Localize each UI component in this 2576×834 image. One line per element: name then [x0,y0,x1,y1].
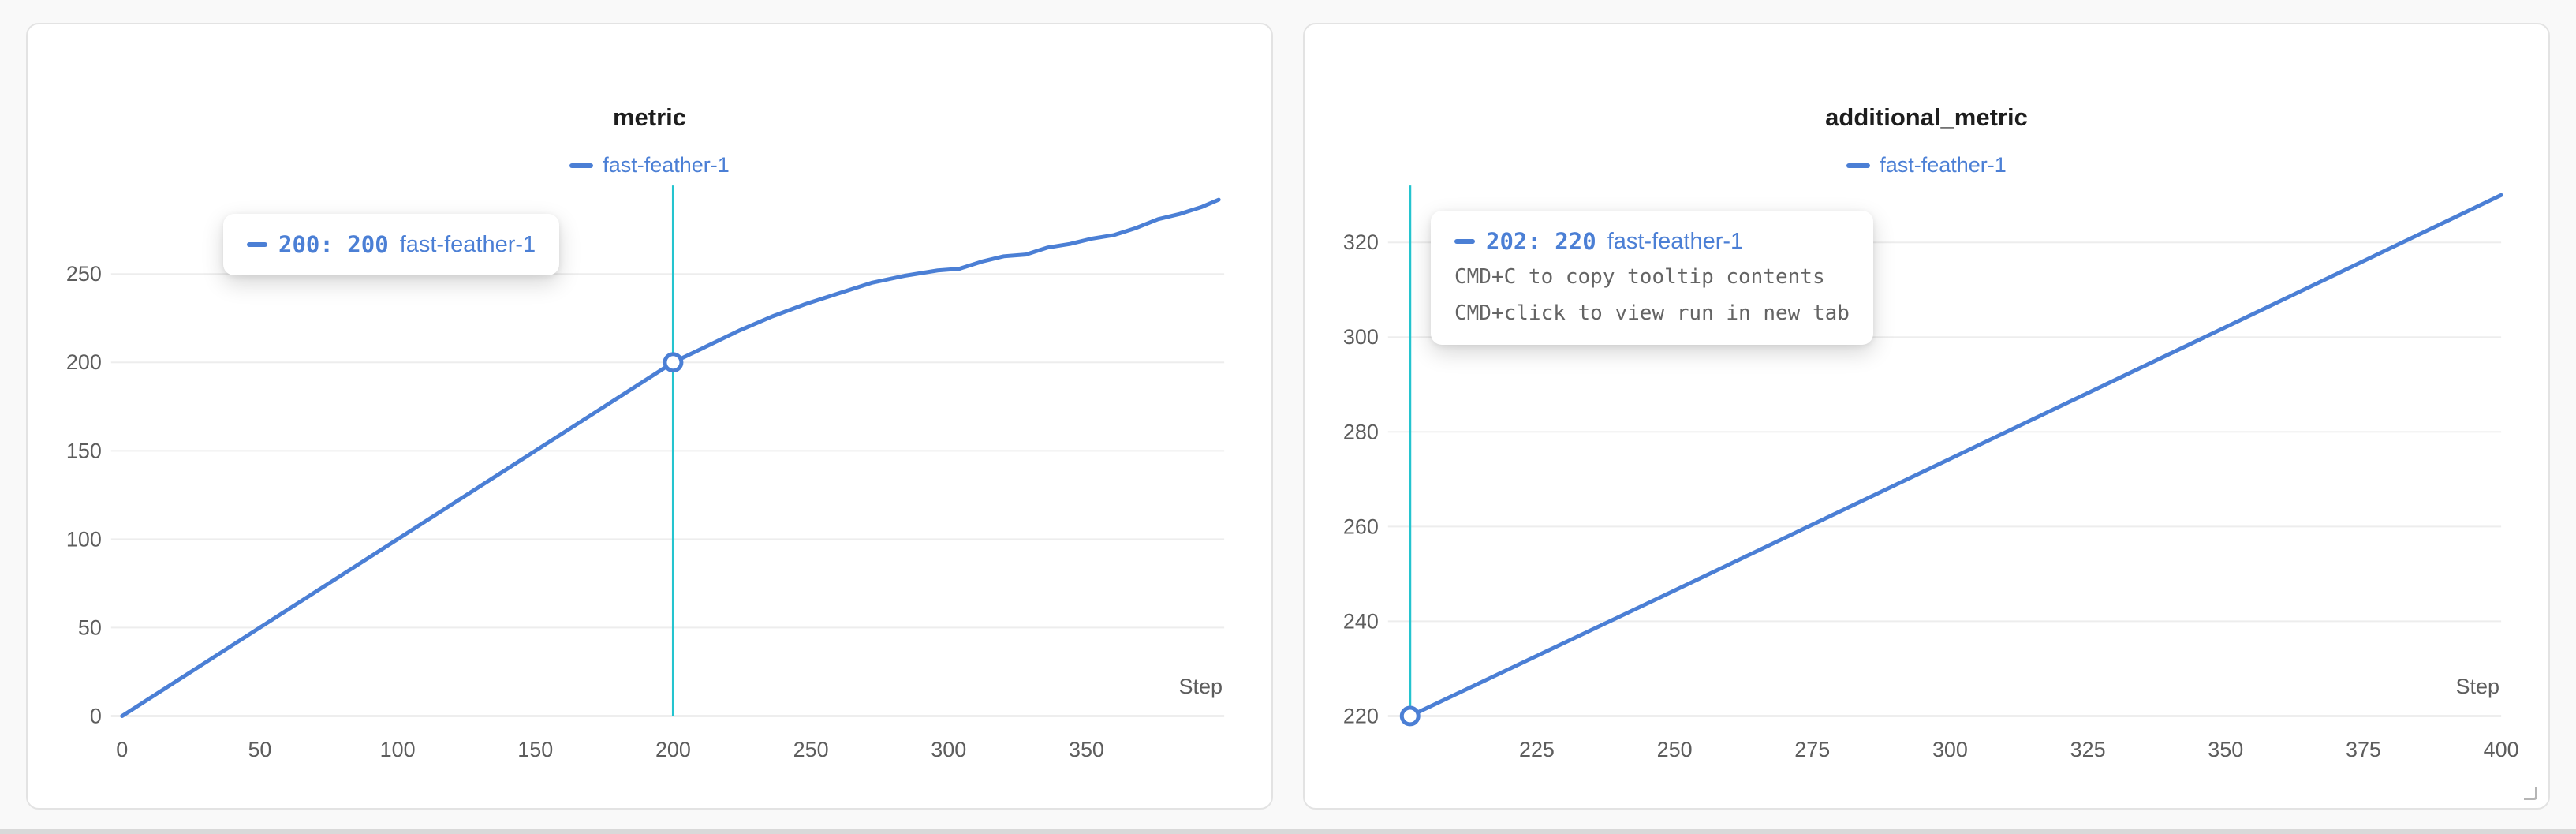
panel-legend: fast-feather-1 [1305,153,2548,178]
x-axis-label: Step [2455,675,2499,698]
svg-text:0: 0 [90,704,102,727]
x-axis-label: Step [1178,675,1223,698]
tooltip-step-value: 200: 200 [278,231,389,258]
chart-plot-area[interactable]: 0 50 100 150 200 250 0 50 100 150 200 250 300 350 [28,24,1271,808]
panel-title: metric [612,103,687,131]
svg-text:250: 250 [793,738,829,761]
svg-text:150: 150 [66,439,102,462]
svg-text:375: 375 [2346,738,2381,761]
svg-text:200: 200 [655,738,691,761]
chart-tooltip: 202: 220 fast-feather-1 CMD+C to copy to… [1431,211,1873,345]
svg-text:0: 0 [116,738,128,761]
svg-text:150: 150 [517,738,553,761]
chart-plot-area[interactable]: 220 240 260 280 300 320 225 250 275 300 325 350 375 4… [1305,24,2548,808]
page-bottom-edge [0,829,2576,834]
svg-text:220: 220 [1343,704,1379,727]
svg-text:300: 300 [931,738,966,761]
tooltip-step-value: 202: 220 [1486,228,1596,255]
chart-tooltip: 200: 200 fast-feather-1 [223,214,560,275]
svg-text:325: 325 [2070,738,2106,761]
svg-text:320: 320 [1343,230,1379,254]
panels-row: metric fast-feather-1 0 50 100 150 200 250 0 50… [26,23,2550,810]
tooltip-run-name: fast-feather-1 [1607,228,1744,254]
svg-text:100: 100 [380,738,416,761]
panel-legend: fast-feather-1 [28,153,1271,178]
panel-additional-metric[interactable]: additional_metric fast-feather-1 220 240 2… [1303,23,2550,810]
panel-metric[interactable]: metric fast-feather-1 0 50 100 150 200 250 0 50… [26,23,1273,810]
panel-title: additional_metric [1825,103,2028,131]
svg-text:50: 50 [248,738,271,761]
svg-text:350: 350 [2208,738,2243,761]
legend-line-icon [569,163,594,168]
tooltip-copy-hint: CMD+C to copy tooltip contents [1454,265,1825,289]
svg-text:260: 260 [1343,514,1379,538]
svg-text:300: 300 [1932,738,1968,761]
svg-text:100: 100 [66,527,102,551]
svg-text:250: 250 [66,262,102,286]
svg-text:200: 200 [66,350,102,374]
svg-text:250: 250 [1657,738,1693,761]
legend-run-label[interactable]: fast-feather-1 [603,153,730,177]
run-color-dash-icon [247,242,267,247]
run-color-dash-icon [1454,239,1475,244]
svg-text:240: 240 [1343,609,1379,633]
svg-text:275: 275 [1794,738,1830,761]
tooltip-open-hint: CMD+click to view run in new tab [1454,301,1850,325]
svg-text:300: 300 [1343,325,1379,349]
legend-line-icon [1846,163,1871,168]
tooltip-run-row: 200: 200 fast-feather-1 [247,231,536,258]
legend-run-label[interactable]: fast-feather-1 [1880,153,2007,177]
svg-text:350: 350 [1069,738,1104,761]
tooltip-run-row: 202: 220 fast-feather-1 [1454,228,1850,255]
svg-text:400: 400 [2484,738,2519,761]
tooltip-run-name: fast-feather-1 [399,231,536,257]
svg-text:225: 225 [1519,738,1555,761]
svg-text:50: 50 [78,615,102,639]
panel-resize-handle-icon[interactable] [2524,787,2537,800]
svg-text:280: 280 [1343,420,1379,443]
